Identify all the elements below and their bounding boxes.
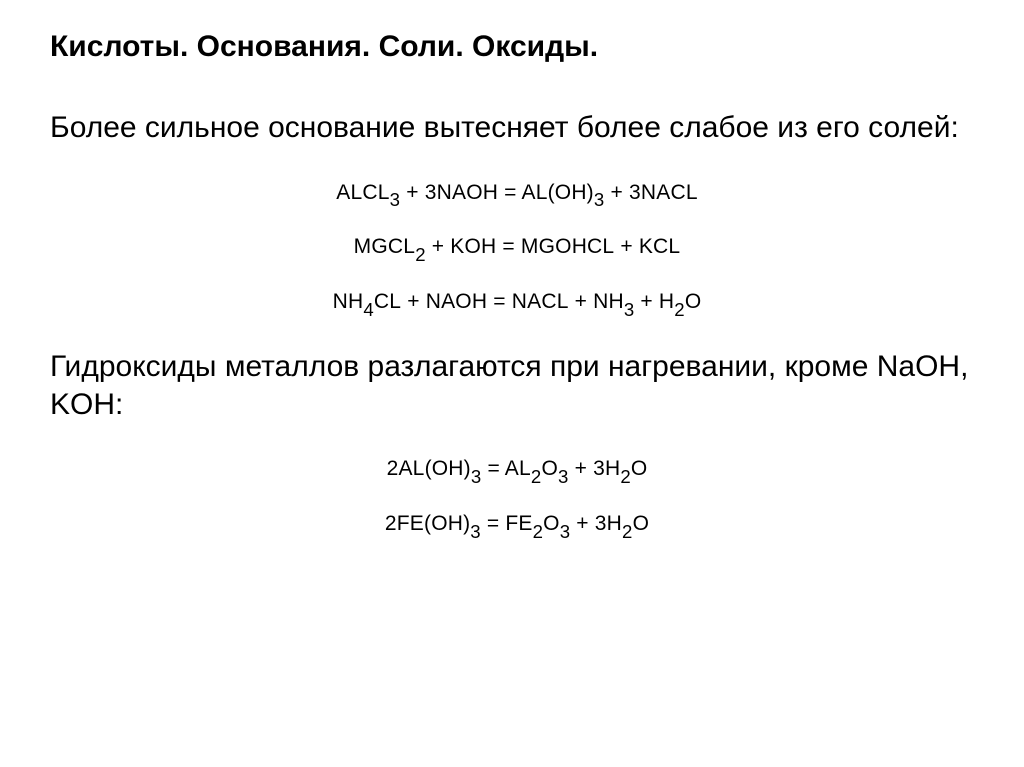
equation-alcl3-naoh: AlCl3 + 3NaOH = Al(OH)3 + 3NaCl [50, 167, 984, 214]
equations-decomposition: 2Al(OH)3 = Al2O3 + 3H2O 2Fe(OH)3 = Fe2O3… [50, 443, 984, 545]
equations-displacement: AlCl3 + 3NaOH = Al(OH)3 + 3NaCl MgCl2 + … [50, 167, 984, 324]
equation-mgcl2-koh: MgCl2 + KOH = MgOHCl + KCl [50, 221, 984, 268]
slide-title: Кислоты. Основания. Соли. Оксиды. [50, 30, 984, 64]
equation-feoh3-decomp: 2Fe(OH)3 = Fe2O3 + 3H2O [50, 498, 984, 545]
equation-nh4cl-naoh: NH4Cl + NaOH = NaCl + NH3 + H2O [50, 276, 984, 323]
paragraph-displacement-rule: Более сильное основание вытесняет более … [50, 109, 984, 147]
equation-aloh3-decomp: 2Al(OH)3 = Al2O3 + 3H2O [50, 443, 984, 490]
paragraph-decomposition-rule: Гидроксиды металлов разлагаются при нагр… [50, 348, 984, 423]
slide-content: Кислоты. Основания. Соли. Оксиды. Более … [0, 0, 1024, 583]
